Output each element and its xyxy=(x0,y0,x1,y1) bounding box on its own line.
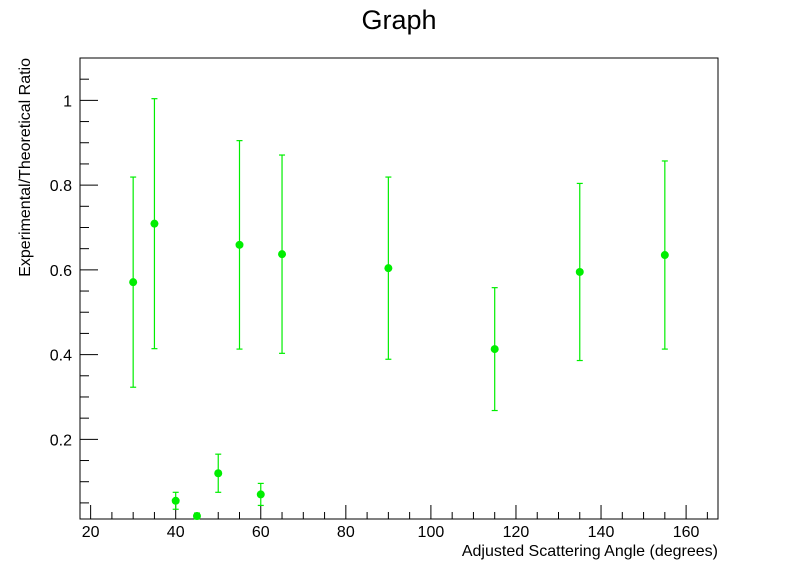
data-marker xyxy=(235,240,244,249)
data-marker xyxy=(150,219,159,228)
x-tick-label: 40 xyxy=(167,524,185,541)
x-tick-label: 80 xyxy=(337,524,355,541)
data-point xyxy=(384,176,393,360)
data-point xyxy=(171,491,180,510)
x-tick-label: 160 xyxy=(673,524,700,541)
data-point xyxy=(235,140,244,350)
plot-frame xyxy=(79,57,719,520)
data-point xyxy=(256,482,265,507)
data-points xyxy=(129,98,669,521)
x-tick-label: 100 xyxy=(418,524,445,541)
x-tick-label: 60 xyxy=(252,524,270,541)
data-point xyxy=(575,182,584,362)
data-marker xyxy=(129,278,138,287)
data-marker xyxy=(384,264,393,273)
data-marker xyxy=(490,345,499,354)
data-marker xyxy=(214,469,223,478)
x-tick-label: 140 xyxy=(588,524,615,541)
chart-title: Graph xyxy=(361,5,436,35)
y-axis-label: Experimental/Theoretical Ratio xyxy=(17,58,34,277)
data-point xyxy=(278,154,287,354)
data-point xyxy=(150,98,159,350)
y-tick-label: 0.6 xyxy=(50,263,72,280)
y-tick-label: 0.2 xyxy=(50,432,72,449)
axes: 20 40 60 80 100 120 140 160 0.2 0.4 0.6 0.8 1 xyxy=(50,78,708,541)
x-axis-label: Adjusted Scattering Angle (degrees) xyxy=(462,543,718,560)
data-marker xyxy=(278,250,287,259)
y-tick-label: 0.4 xyxy=(50,348,72,365)
data-point xyxy=(214,453,223,493)
data-point xyxy=(660,160,669,350)
data-marker xyxy=(171,496,180,505)
data-point xyxy=(490,287,499,412)
y-tick-label: 1 xyxy=(63,93,72,110)
data-marker xyxy=(192,512,201,521)
data-marker xyxy=(660,251,669,260)
x-tick-label: 120 xyxy=(503,524,530,541)
data-point xyxy=(192,512,201,521)
y-tick-label: 0.8 xyxy=(50,178,72,195)
data-marker xyxy=(256,490,265,499)
x-tick-label: 20 xyxy=(82,524,100,541)
data-marker xyxy=(575,267,584,276)
data-point xyxy=(129,176,138,388)
